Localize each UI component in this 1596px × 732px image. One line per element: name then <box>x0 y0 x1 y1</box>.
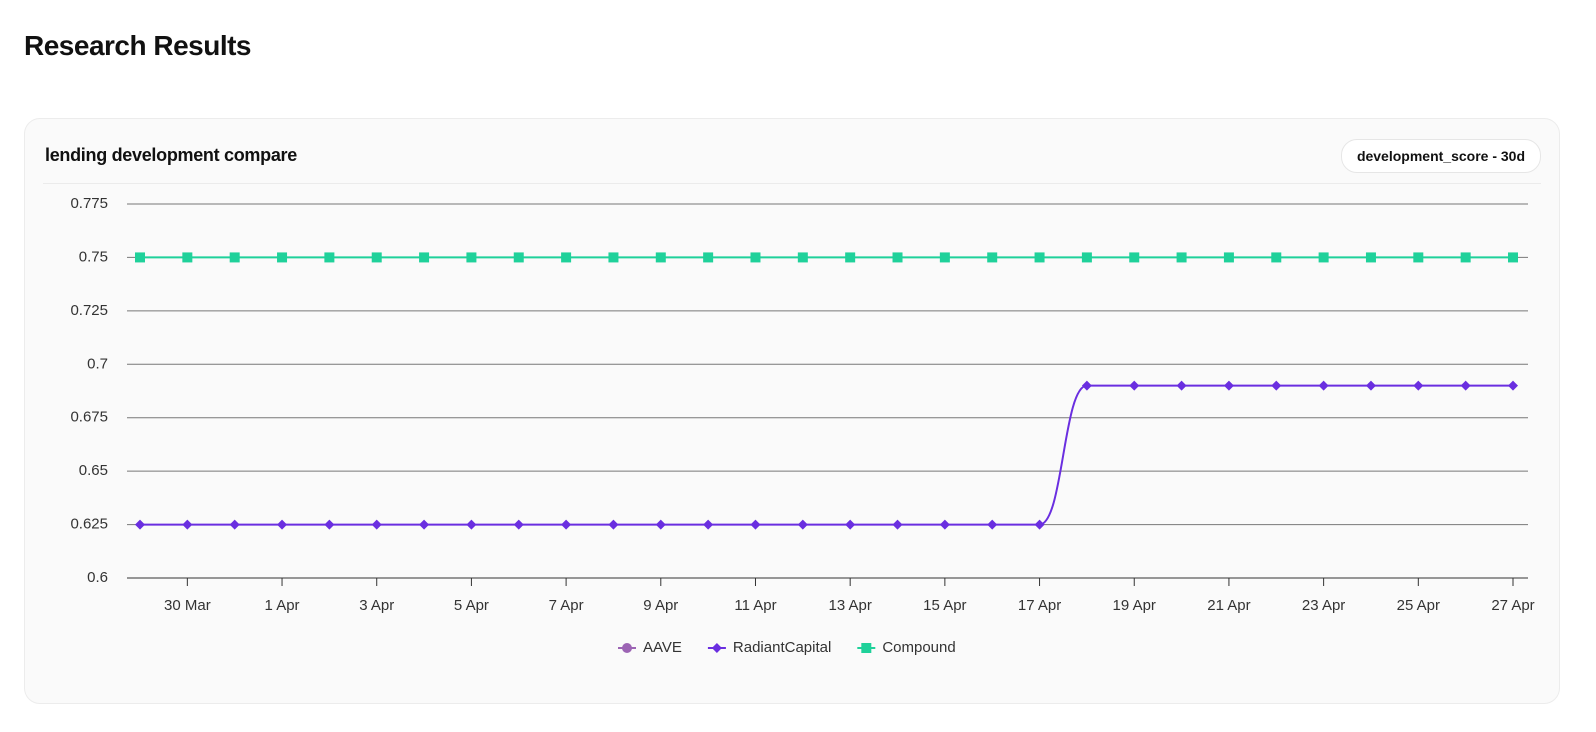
point <box>845 519 856 530</box>
y-tick-label: 0.7 <box>87 355 108 372</box>
point <box>608 519 619 530</box>
divider <box>43 183 1541 184</box>
point <box>1223 252 1234 263</box>
point <box>324 519 335 530</box>
point <box>1223 380 1234 391</box>
point <box>892 252 903 263</box>
x-tick-label: 1 Apr <box>265 597 300 614</box>
x-tick-label: 13 Apr <box>828 597 871 614</box>
point <box>1176 380 1187 391</box>
point <box>655 519 666 530</box>
page-title: Research Results <box>24 30 252 61</box>
point <box>229 519 240 530</box>
point <box>703 519 714 530</box>
point <box>987 252 998 263</box>
point <box>1508 380 1518 391</box>
point <box>797 519 808 530</box>
chart-title: lending development compare <box>45 145 297 165</box>
point <box>1413 252 1424 263</box>
point <box>1129 380 1140 391</box>
point <box>182 519 193 530</box>
point <box>371 519 382 530</box>
point <box>1034 252 1045 263</box>
point <box>987 519 998 530</box>
chart-card: lending development compare development_… <box>24 118 1560 704</box>
point <box>466 519 477 530</box>
point <box>1176 252 1187 263</box>
point <box>892 519 903 530</box>
y-tick-label: 0.625 <box>70 516 108 533</box>
legend-label: AAVE <box>643 639 682 656</box>
point <box>750 252 761 263</box>
point <box>1081 252 1092 263</box>
y-tick-label: 0.675 <box>70 409 108 426</box>
point <box>1318 380 1329 391</box>
point <box>750 519 761 530</box>
y-tick-label: 0.725 <box>70 302 108 319</box>
x-tick-label: 11 Apr <box>734 597 776 614</box>
point <box>1271 380 1282 391</box>
x-tick-label: 27 Apr <box>1491 597 1534 614</box>
point <box>1365 380 1376 391</box>
point <box>1081 380 1092 391</box>
point <box>1271 252 1282 263</box>
point <box>229 252 240 263</box>
point <box>561 519 572 530</box>
x-tick-label: 25 Apr <box>1397 597 1440 614</box>
x-tick-label: 9 Apr <box>643 597 678 614</box>
legend-label: RadiantCapital <box>733 639 831 656</box>
point <box>371 252 382 263</box>
point <box>419 252 430 263</box>
y-tick-label: 0.75 <box>79 248 108 265</box>
point <box>135 519 145 530</box>
series-line <box>139 384 1513 526</box>
point <box>939 519 950 530</box>
point <box>277 252 288 263</box>
legend-marker <box>711 643 722 653</box>
point <box>1034 519 1045 530</box>
point <box>797 252 808 263</box>
point <box>324 252 335 263</box>
x-tick-label: 23 Apr <box>1302 597 1345 614</box>
legend-marker <box>861 643 872 653</box>
legend: AAVE RadiantCapital Compound <box>618 639 956 656</box>
point <box>561 252 572 263</box>
x-tick-label: 3 Apr <box>359 597 394 614</box>
point <box>1129 252 1140 263</box>
point <box>1365 252 1376 263</box>
point <box>1460 380 1471 391</box>
point <box>513 519 524 530</box>
point <box>845 252 856 263</box>
point <box>419 519 430 530</box>
point <box>655 252 666 263</box>
x-tick-label: 15 Apr <box>923 597 966 614</box>
point <box>277 519 288 530</box>
point <box>135 252 145 263</box>
metric-badge[interactable]: development_score - 30d <box>1340 139 1541 173</box>
point <box>939 252 950 263</box>
x-tick-label: 5 Apr <box>454 597 489 614</box>
x-tick-label: 19 Apr <box>1113 597 1156 614</box>
point <box>1318 252 1329 263</box>
point <box>608 252 619 263</box>
point <box>1460 252 1471 263</box>
y-tick-label: 0.6 <box>87 569 108 586</box>
point <box>513 252 524 263</box>
point <box>1508 252 1518 263</box>
point <box>703 252 714 263</box>
x-tick-label: 7 Apr <box>549 597 584 614</box>
x-tick-label: 17 Apr <box>1018 597 1061 614</box>
point <box>1413 380 1424 391</box>
y-tick-label: 0.65 <box>79 462 108 479</box>
legend-marker <box>622 643 632 653</box>
point <box>182 252 193 263</box>
point <box>466 252 477 263</box>
legend-label: Compound <box>882 639 955 656</box>
x-tick-label: 30 Mar <box>164 597 211 614</box>
y-tick-label: 0.775 <box>70 195 108 212</box>
x-tick-label: 21 Apr <box>1207 597 1250 614</box>
